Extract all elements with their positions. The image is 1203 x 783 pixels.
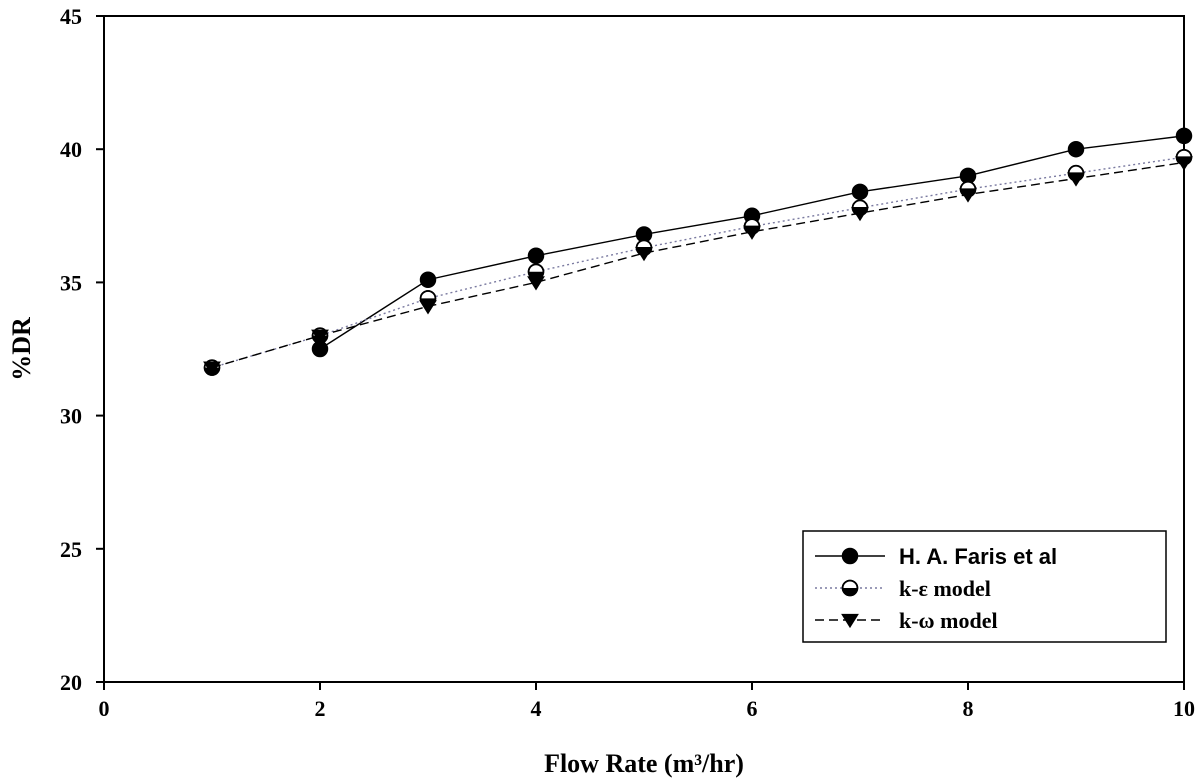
legend-label-k-epsilon: k-ε model bbox=[899, 576, 991, 601]
plot-area: 0 2 4 6 8 10 20 25 30 35 40 45 Flow Rate (m³/hr) %DR bbox=[7, 4, 1195, 778]
point-k-omega bbox=[527, 276, 545, 291]
point-k-omega bbox=[635, 246, 653, 262]
point-faris bbox=[419, 271, 437, 288]
x-tick-label: 0 bbox=[99, 696, 110, 721]
legend-marker-k-epsilon-top bbox=[843, 581, 857, 588]
y-tick-label: 20 bbox=[60, 670, 82, 695]
point-k-epsilon bbox=[527, 263, 545, 280]
legend-label-k-omega: k-ω model bbox=[899, 608, 998, 633]
y-tick-label: 35 bbox=[60, 270, 82, 295]
legend-box bbox=[802, 530, 1167, 643]
x-tick-label: 4 bbox=[531, 696, 542, 721]
point-k-omega bbox=[311, 329, 329, 344]
legend-marker-k-epsilon-ring bbox=[841, 579, 859, 597]
series-line-k-epsilon bbox=[211, 156, 1185, 369]
series-faris bbox=[311, 127, 1193, 358]
point-k-epsilon-top bbox=[1069, 166, 1083, 174]
series-line-faris bbox=[319, 135, 1185, 350]
point-k-omega bbox=[851, 207, 869, 222]
legend-marker-k-omega bbox=[841, 613, 859, 629]
series-k-epsilon bbox=[203, 148, 1193, 376]
legend: H. A. Faris et al k-ε model k-ω model bbox=[802, 530, 1167, 643]
y-tick-label: 45 bbox=[60, 4, 82, 29]
series-group bbox=[203, 127, 1193, 376]
point-k-epsilon-top bbox=[637, 241, 651, 248]
legend-marker-k-epsilon bbox=[841, 579, 859, 597]
point-k-epsilon-top bbox=[853, 201, 867, 208]
point-k-omega bbox=[743, 225, 761, 240]
point-k-epsilon-top bbox=[529, 265, 543, 272]
series-line-k-omega bbox=[211, 161, 1185, 369]
x-tick-label: 6 bbox=[747, 696, 758, 721]
point-faris bbox=[1175, 127, 1193, 145]
x-tick-label: 2 bbox=[315, 696, 326, 721]
point-k-omega bbox=[419, 300, 437, 315]
point-faris bbox=[851, 183, 869, 201]
point-k-omega bbox=[1175, 156, 1193, 171]
point-faris bbox=[1067, 140, 1085, 158]
point-k-epsilon-top bbox=[421, 291, 435, 299]
y-axis-title: %DR bbox=[7, 317, 36, 381]
point-k-omega bbox=[959, 188, 977, 203]
y-tick-label: 25 bbox=[60, 537, 82, 562]
plot-frame bbox=[103, 15, 1185, 683]
point-k-epsilon-top bbox=[1177, 150, 1191, 158]
point-k-epsilon-top bbox=[745, 219, 759, 227]
point-faris bbox=[527, 247, 545, 265]
point-k-omega bbox=[203, 361, 221, 376]
x-axis-title: Flow Rate (m³/hr) bbox=[544, 749, 744, 778]
x-tick-label: 8 bbox=[963, 696, 974, 721]
y-tick-label: 40 bbox=[60, 137, 82, 162]
y-tick-label: 30 bbox=[60, 404, 82, 429]
legend-label-faris: H. A. Faris et al bbox=[899, 544, 1057, 569]
series-k-omega bbox=[203, 156, 1193, 376]
x-tick-label: 10 bbox=[1173, 696, 1195, 721]
point-k-omega bbox=[1067, 172, 1085, 187]
legend-marker-faris bbox=[841, 547, 859, 565]
point-k-epsilon-top bbox=[961, 182, 975, 190]
